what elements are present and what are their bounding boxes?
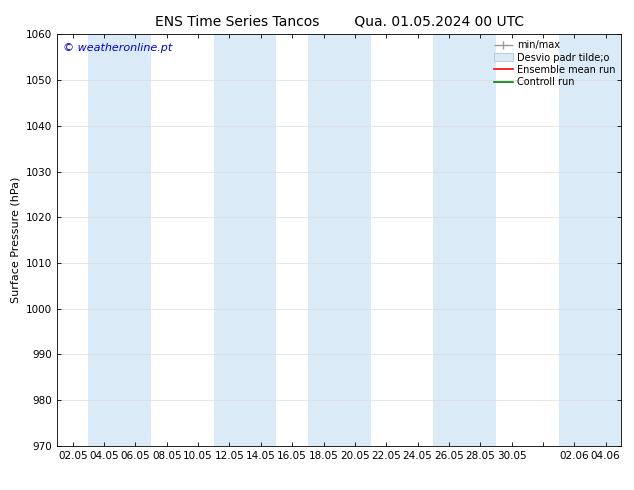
Y-axis label: Surface Pressure (hPa): Surface Pressure (hPa) — [10, 177, 20, 303]
Bar — [214, 34, 276, 446]
Bar — [88, 34, 151, 446]
Legend: min/max, Desvio padr tilde;o, Ensemble mean run, Controll run: min/max, Desvio padr tilde;o, Ensemble m… — [491, 37, 618, 90]
Bar — [433, 34, 496, 446]
Bar — [308, 34, 370, 446]
Bar — [559, 34, 621, 446]
Text: © weatheronline.pt: © weatheronline.pt — [63, 43, 172, 52]
Title: ENS Time Series Tancos        Qua. 01.05.2024 00 UTC: ENS Time Series Tancos Qua. 01.05.2024 0… — [155, 15, 524, 29]
